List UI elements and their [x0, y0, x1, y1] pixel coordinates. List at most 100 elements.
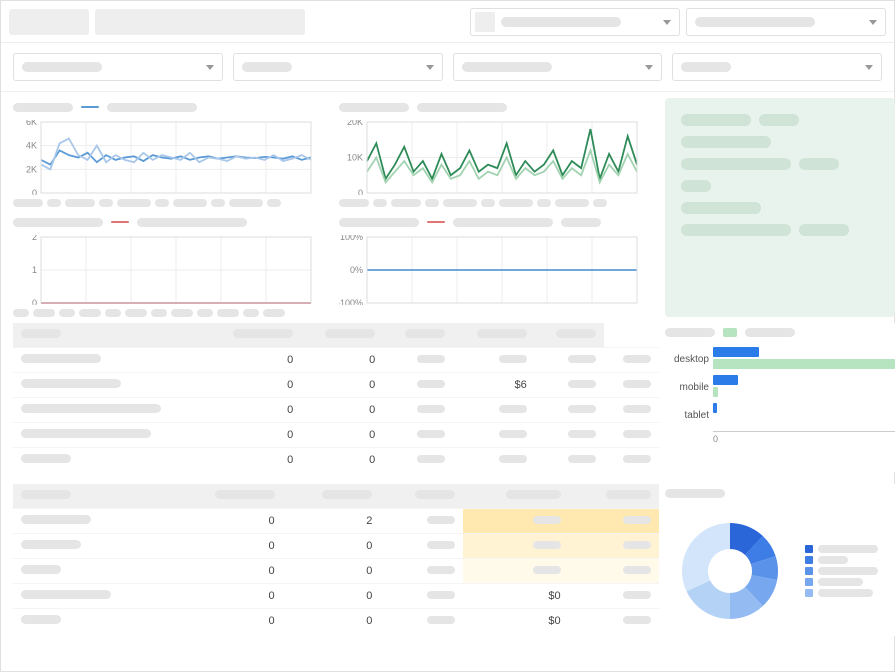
table-row[interactable]: 00 $6	[13, 373, 659, 398]
table-cell	[604, 373, 659, 398]
chart-conversions: 2 1 0	[13, 213, 333, 317]
table-campaigns: 0000$6000000	[13, 323, 659, 472]
table-cell	[463, 534, 568, 559]
hbar-label: mobile	[665, 382, 713, 393]
svg-text:0: 0	[358, 188, 363, 195]
legend-line-icon	[427, 221, 445, 223]
table-cell: $0	[463, 609, 568, 634]
account-icon	[475, 12, 495, 32]
hbar-row: desktop	[665, 345, 895, 373]
table-cell: 2	[283, 509, 381, 534]
filter-bar	[1, 43, 894, 92]
table-cell	[569, 534, 659, 559]
page-title	[95, 9, 305, 35]
chart-revenue: 20K 10K 0	[339, 98, 659, 207]
table-cell	[535, 398, 605, 423]
table-cell	[453, 423, 535, 448]
logo	[9, 9, 89, 35]
table-cell	[535, 348, 605, 373]
table-cell	[453, 348, 535, 373]
table-cell	[453, 398, 535, 423]
svg-text:6K: 6K	[26, 120, 37, 127]
table-cell: 0	[301, 398, 383, 423]
table-cell	[569, 559, 659, 584]
table-cell: 0	[170, 609, 283, 634]
table-cell: $0	[463, 584, 568, 609]
summary-panel	[665, 98, 895, 317]
svg-text:1: 1	[32, 265, 37, 275]
filter-3[interactable]	[453, 53, 663, 81]
hbar-label: tablet	[665, 410, 713, 421]
table-cell	[383, 448, 453, 473]
donut-chart	[665, 484, 895, 636]
svg-text:2K: 2K	[26, 164, 37, 174]
svg-text:100%: 100%	[340, 235, 363, 242]
svg-text:2: 2	[32, 235, 37, 242]
svg-text:0: 0	[32, 298, 37, 305]
daterange-selector[interactable]	[686, 8, 886, 36]
table-cell	[535, 373, 605, 398]
table-row[interactable]: 00	[13, 448, 659, 473]
legend-line-icon	[81, 106, 99, 108]
table-row[interactable]: 02	[13, 509, 659, 534]
legend-item	[805, 589, 878, 597]
table-cell: $6	[453, 373, 535, 398]
hbar-row: mobile	[665, 373, 895, 401]
table-cell: 0	[170, 559, 283, 584]
table-sources: 02000000$000$0	[13, 484, 659, 636]
table-cell: 0	[207, 398, 301, 423]
table-row[interactable]: 00$0	[13, 609, 659, 634]
table-cell	[380, 584, 463, 609]
account-selector[interactable]	[470, 8, 680, 36]
table-cell	[569, 509, 659, 534]
table-row[interactable]: 00$0	[13, 584, 659, 609]
legend-line-icon	[111, 221, 129, 223]
table-row[interactable]: 00	[13, 398, 659, 423]
table-cell	[604, 348, 659, 373]
svg-text:0%: 0%	[350, 265, 363, 275]
legend-item	[805, 556, 878, 564]
filter-4[interactable]	[672, 53, 882, 81]
table-cell: 0	[301, 423, 383, 448]
table-cell	[380, 559, 463, 584]
table-cell	[463, 509, 568, 534]
table-cell	[535, 448, 605, 473]
table-cell	[604, 448, 659, 473]
table-cell	[569, 584, 659, 609]
filter-1[interactable]	[13, 53, 223, 81]
table-cell: 0	[283, 584, 381, 609]
table-cell: 0	[283, 559, 381, 584]
legend-swatch-icon	[723, 328, 737, 337]
table-cell: 0	[170, 509, 283, 534]
table-cell	[383, 373, 453, 398]
table-cell	[604, 423, 659, 448]
table-cell	[453, 448, 535, 473]
table-cell: 0	[207, 448, 301, 473]
legend-item	[805, 578, 878, 586]
table-row[interactable]: 00	[13, 423, 659, 448]
svg-text:-100%: -100%	[339, 298, 363, 305]
table-cell	[463, 559, 568, 584]
table-cell	[569, 609, 659, 634]
chart-change: 100% 0% -100%	[339, 213, 659, 317]
table-cell	[383, 348, 453, 373]
svg-text:0: 0	[32, 188, 37, 195]
table-row[interactable]: 00	[13, 559, 659, 584]
svg-text:4K: 4K	[26, 141, 37, 151]
svg-text:10K: 10K	[347, 153, 363, 163]
chart-sessions: 6K 4K 2K 0	[13, 98, 333, 207]
table-cell: 0	[207, 373, 301, 398]
svg-text:20K: 20K	[347, 120, 363, 127]
table-cell	[380, 534, 463, 559]
table-cell	[604, 398, 659, 423]
table-cell	[383, 398, 453, 423]
table-cell	[535, 423, 605, 448]
filter-2[interactable]	[233, 53, 443, 81]
table-row[interactable]: 00	[13, 534, 659, 559]
table-cell: 0	[301, 448, 383, 473]
table-cell	[383, 423, 453, 448]
table-cell	[380, 509, 463, 534]
table-row[interactable]: 00	[13, 348, 659, 373]
table-cell: 0	[301, 373, 383, 398]
legend-item	[805, 545, 878, 553]
